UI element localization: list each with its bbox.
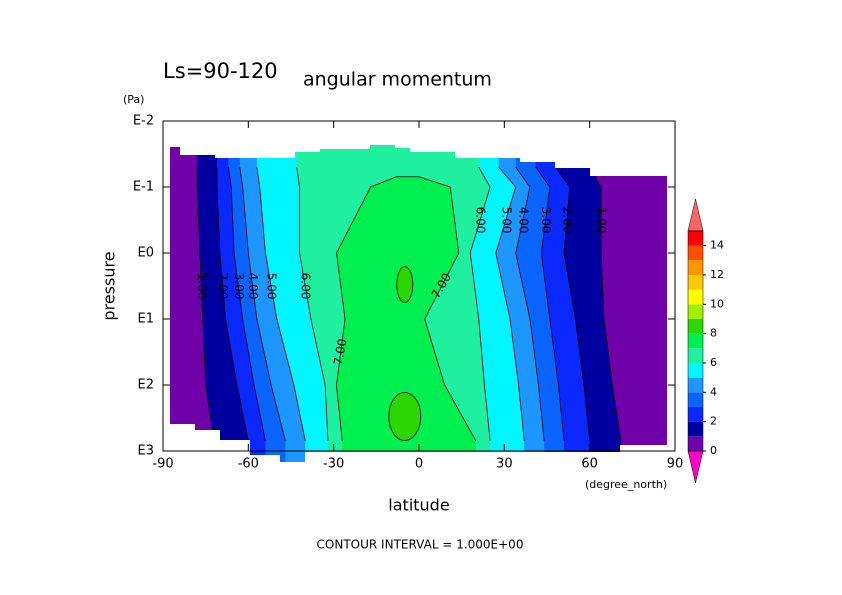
- contour-label: 1.00: [195, 273, 209, 300]
- colorbar-over: [687, 198, 704, 232]
- contour-line: [515, 166, 545, 441]
- contour-line: [256, 167, 306, 441]
- colorbar-box: [688, 392, 703, 407]
- y-tick-label: E-2: [133, 114, 154, 129]
- colorbar-frame: [687, 230, 704, 452]
- colorbar-label: 10: [710, 297, 724, 310]
- contour-line: [469, 166, 491, 441]
- y-tick-label: E1: [138, 312, 155, 327]
- contour-line: [228, 167, 266, 441]
- contour-label: 1.00: [595, 207, 609, 234]
- colorbar-label: 12: [710, 268, 724, 281]
- chart-title: Ls=90-120: [163, 59, 278, 83]
- contour-fill: [388, 392, 422, 441]
- contour-line: [589, 166, 622, 441]
- x-axis-label: latitude: [388, 496, 449, 515]
- x-tick-label: -30: [323, 457, 344, 472]
- chart-subtitle: angular momentum: [303, 69, 492, 91]
- contour-label: 6.00: [474, 207, 488, 234]
- colorbar-box: [688, 436, 703, 451]
- colorbar-box: [688, 318, 703, 334]
- contour-label: 5.00: [265, 273, 279, 300]
- field: [170, 145, 667, 462]
- y-tick-label: E2: [138, 378, 155, 393]
- colorbar-box: [688, 245, 703, 261]
- contour-line: [555, 166, 591, 441]
- y-unit: (Pa): [123, 93, 144, 106]
- colorbar-label: 14: [710, 239, 724, 252]
- contour-line: [239, 167, 286, 441]
- contour-fill: [396, 266, 414, 303]
- x-tick-label: -60: [238, 457, 259, 472]
- contour-label: 3.00: [232, 273, 246, 300]
- contour-label: 5.00: [499, 207, 513, 234]
- colorbar-box: [688, 304, 703, 319]
- colorbar-box: [688, 362, 703, 378]
- colorbar-box: [688, 260, 703, 275]
- contour-label: 4.00: [516, 207, 530, 234]
- contour-note: CONTOUR INTERVAL = 1.000E+00: [317, 538, 524, 552]
- colorbar-box: [688, 377, 703, 393]
- contour-line: [196, 167, 215, 441]
- colorbar-box: [688, 348, 703, 363]
- y-tick-label: E0: [138, 246, 155, 261]
- colorbar-box: [688, 230, 703, 246]
- colorbar-label: 8: [710, 327, 717, 340]
- x-unit: (degree_north): [585, 478, 667, 491]
- x-tick-label: -90: [152, 457, 173, 472]
- colorbar-label: 6: [710, 356, 717, 369]
- contour-label: 6.00: [299, 273, 313, 300]
- y-axis-label: pressure: [100, 251, 119, 320]
- contour-label: 4.00: [246, 273, 260, 300]
- colorbar-box: [688, 289, 703, 305]
- x-tick-label: 0: [415, 457, 423, 472]
- y-tick-label: E3: [138, 444, 155, 459]
- colorbar-label: 0: [710, 444, 717, 457]
- colorbar-under: [687, 450, 704, 484]
- contour-line: [535, 166, 565, 441]
- contour-line: [336, 176, 477, 441]
- colorbar-box: [688, 406, 703, 422]
- y-tick-label: E-1: [133, 180, 154, 195]
- contour-line: [296, 167, 329, 441]
- contour-line: [495, 166, 525, 441]
- x-tick-label: 90: [667, 457, 684, 472]
- contour-fill: [336, 176, 476, 462]
- x-tick-label: 30: [496, 457, 513, 472]
- x-tick-label: 60: [581, 457, 598, 472]
- colorbar-label: 4: [710, 385, 717, 398]
- colorbar-label: 2: [710, 415, 717, 428]
- contour-label: 3.00: [539, 207, 553, 234]
- contour-line: [216, 167, 249, 441]
- colorbar-box: [688, 274, 703, 290]
- contour-label: 2.00: [560, 207, 574, 234]
- colorbar-box: [688, 421, 703, 437]
- colorbar-box: [688, 333, 703, 349]
- contour-label: 7.00: [331, 338, 349, 367]
- contour-label: 2.00: [216, 273, 230, 300]
